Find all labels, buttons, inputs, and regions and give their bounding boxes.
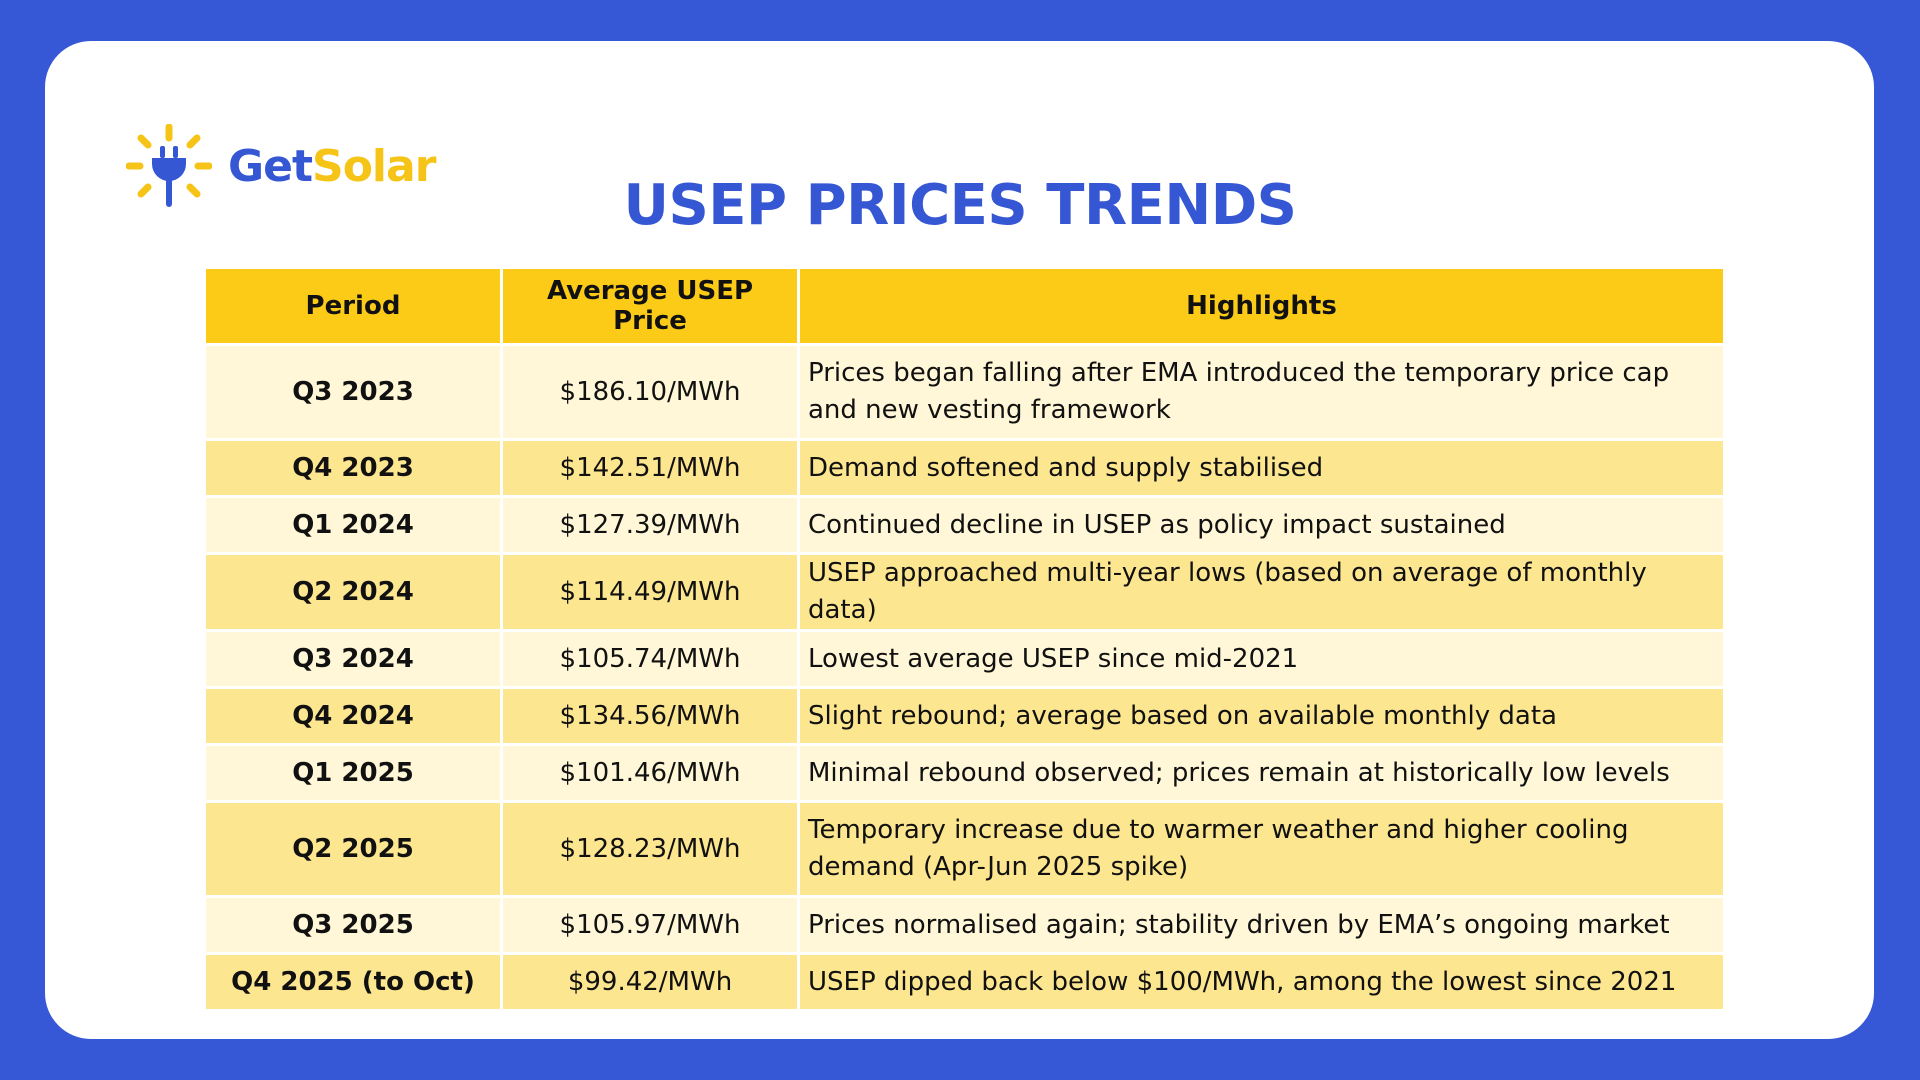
period-cell: Q2 2025 [206, 803, 500, 895]
usep-price-table: Period Average USEP Price Highlights Q3 … [203, 266, 1726, 1012]
brand-name-get: Get [228, 141, 313, 192]
brand-name: GetSolar [228, 145, 436, 189]
highlight-cell: Continued decline in USEP as policy impa… [800, 498, 1723, 552]
highlight-text: Prices normalised again; stability drive… [808, 909, 1670, 940]
sun-plug-icon [126, 124, 212, 207]
getsolar-logo: GetSolar [126, 124, 436, 210]
highlight-cell: Temporary increase due to warmer weather… [800, 803, 1723, 895]
brand-name-solar: Solar [312, 141, 436, 192]
highlight-cell: Prices normalised again; stability drive… [800, 898, 1723, 952]
price-cell: $128.23/MWh [503, 803, 797, 895]
page-title: USEP PRICES TRENDS [623, 173, 1297, 238]
table-row: Q2 2025 $128.23/MWh Temporary increase d… [206, 803, 1723, 895]
header-highlights: Highlights [800, 269, 1723, 343]
price-cell: $186.10/MWh [503, 346, 797, 438]
table-header-row: Period Average USEP Price Highlights [206, 269, 1723, 343]
period-cell: Q4 2025 (to Oct) [206, 955, 500, 1009]
table-row: Q4 2023 $142.51/MWh Demand softened and … [206, 441, 1723, 495]
price-cell: $127.39/MWh [503, 498, 797, 552]
header-average-price: Average USEP Price [503, 269, 797, 343]
price-cell: $101.46/MWh [503, 746, 797, 800]
highlight-cell: Minimal rebound observed; prices remain … [800, 746, 1723, 800]
period-cell: Q3 2024 [206, 632, 500, 686]
price-cell: $105.97/MWh [503, 898, 797, 952]
table-row: Q2 2024 $114.49/MWh USEP approached mult… [206, 555, 1723, 629]
period-cell: Q3 2023 [206, 346, 500, 438]
highlight-cell: Slight rebound; average based on availab… [800, 689, 1723, 743]
highlight-cell: USEP dipped back below $100/MWh, among t… [800, 955, 1723, 1009]
price-cell: $142.51/MWh [503, 441, 797, 495]
price-cell: $105.74/MWh [503, 632, 797, 686]
period-cell: Q1 2024 [206, 498, 500, 552]
price-cell: $99.42/MWh [503, 955, 797, 1009]
period-cell: Q1 2025 [206, 746, 500, 800]
table-row: Q4 2024 $134.56/MWh Slight rebound; aver… [206, 689, 1723, 743]
table-row: Q1 2024 $127.39/MWh Continued decline in… [206, 498, 1723, 552]
table-row: Q3 2023 $186.10/MWh Prices began falling… [206, 346, 1723, 438]
period-cell: Q4 2024 [206, 689, 500, 743]
period-cell: Q4 2023 [206, 441, 500, 495]
table-row: Q3 2024 $105.74/MWh Lowest average USEP … [206, 632, 1723, 686]
period-cell: Q2 2024 [206, 555, 500, 629]
table-row: Q1 2025 $101.46/MWh Minimal rebound obse… [206, 746, 1723, 800]
highlight-cell: Prices began falling after EMA introduce… [800, 346, 1723, 438]
header-period: Period [206, 269, 500, 343]
period-cell: Q3 2025 [206, 898, 500, 952]
price-cell: $114.49/MWh [503, 555, 797, 629]
highlight-cell: Lowest average USEP since mid-2021 [800, 632, 1723, 686]
table-row: Q4 2025 (to Oct) $99.42/MWh USEP dipped … [206, 955, 1723, 1009]
price-cell: $134.56/MWh [503, 689, 797, 743]
highlight-cell: Demand softened and supply stabilised [800, 441, 1723, 495]
highlight-cell: USEP approached multi-year lows (based o… [800, 555, 1723, 629]
table-row: Q3 2025 $105.97/MWh Prices normalised ag… [206, 898, 1723, 952]
